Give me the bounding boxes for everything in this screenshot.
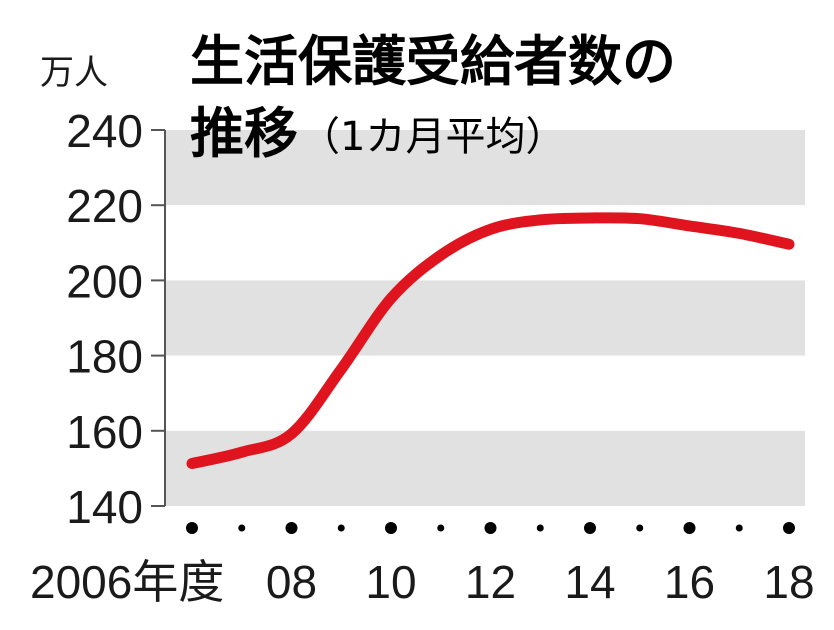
y-tick-label: 240 (66, 105, 143, 157)
x-tick-dot (584, 522, 596, 534)
x-tick-dots (186, 522, 795, 534)
x-tick-dot (683, 522, 696, 534)
x-tick-dot (285, 522, 298, 534)
x-tick-dot (735, 524, 743, 532)
chart-title-line1: 生活保護受給者数の (190, 30, 676, 93)
x-tick-dot (636, 524, 644, 532)
x-tick-label: 14 (564, 556, 615, 608)
x-tick-dot (783, 522, 795, 534)
y-ticks: 140 160 180 200 220 240 (66, 105, 165, 533)
x-tick-dot (186, 522, 198, 534)
background-band (165, 280, 805, 356)
y-unit-label: 万人 (40, 53, 108, 93)
y-tick-label: 200 (66, 255, 143, 307)
x-tick-label: 18 (763, 556, 814, 608)
series-line (186, 212, 795, 469)
background-band (165, 130, 805, 206)
x-tick-label: 16 (664, 556, 715, 608)
x-tick-dot (238, 524, 246, 532)
x-tick-dot (536, 524, 544, 532)
x-tick-dot (437, 524, 445, 532)
x-tick-label: 08 (266, 556, 317, 608)
x-tick-label: 2006年度 (30, 556, 224, 608)
chart-subtitle: （1カ月平均） (300, 114, 565, 160)
y-tick-label: 140 (66, 481, 143, 533)
x-tick-labels: 2006年度 08 10 12 14 16 18 (30, 556, 815, 608)
y-tick-label: 220 (66, 180, 143, 232)
x-tick-dot (337, 524, 345, 532)
x-tick-label: 10 (365, 556, 416, 608)
background-bands (165, 130, 805, 506)
x-tick-dot (385, 522, 397, 534)
y-tick-label: 180 (66, 331, 143, 383)
x-tick-label: 12 (465, 556, 516, 608)
chart-title-line2: 推移 (190, 102, 298, 165)
x-tick-dot (484, 522, 497, 534)
y-tick-label: 160 (66, 406, 143, 458)
